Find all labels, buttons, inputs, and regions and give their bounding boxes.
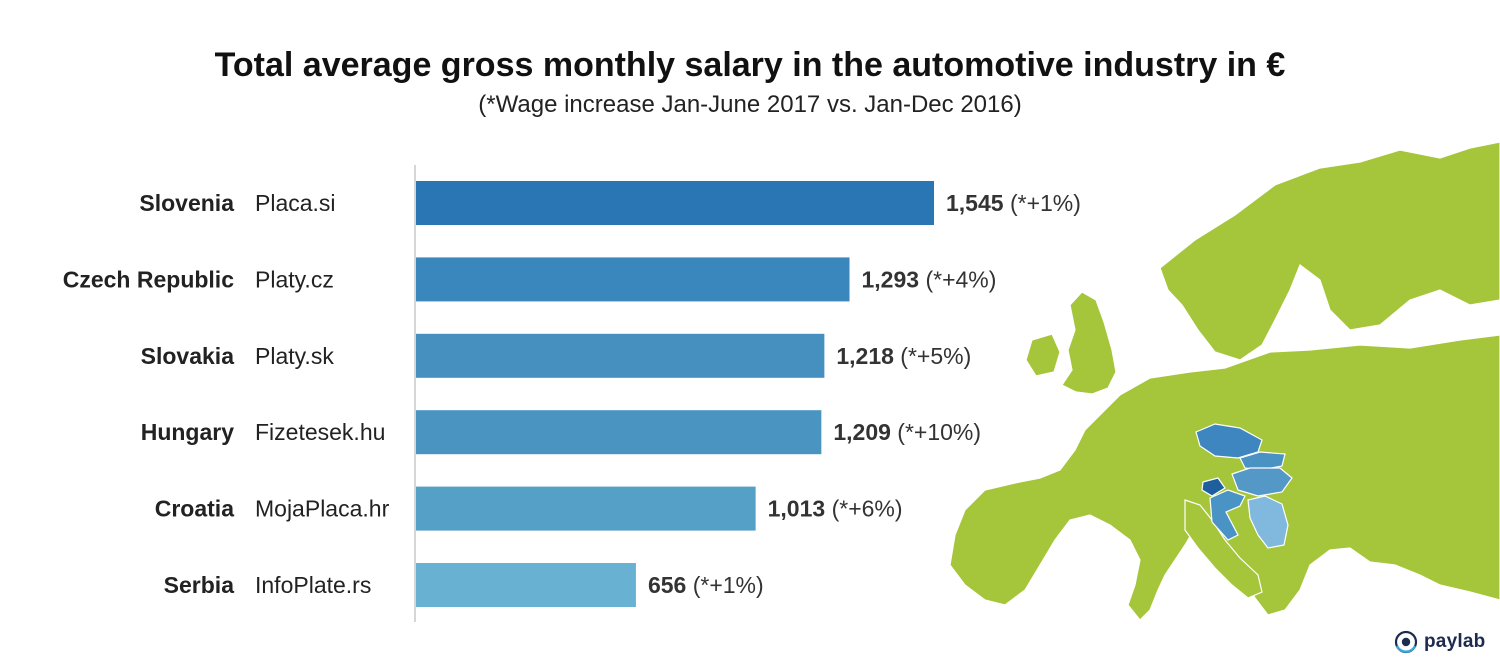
- source-label: MojaPlaca.hr: [255, 496, 390, 522]
- map-croatia: [1209, 489, 1246, 541]
- chart-subtitle: (*Wage increase Jan-June 2017 vs. Jan-De…: [478, 91, 1022, 118]
- map-highlight: [1195, 423, 1293, 549]
- map-scandinavia: [1159, 141, 1500, 361]
- value-label: 656 (*+1%): [648, 572, 764, 598]
- increase-label: (*+5%): [894, 343, 971, 369]
- country-label: Czech Republic: [63, 266, 234, 292]
- source-label: Platy.cz: [255, 266, 334, 292]
- source-label: Platy.sk: [255, 343, 334, 369]
- bar-hungary: [416, 410, 822, 455]
- country-label: Serbia: [164, 572, 235, 598]
- country-label: Slovakia: [141, 343, 235, 369]
- map-land: [949, 141, 1500, 621]
- value-label: 1,013 (*+6%): [768, 496, 903, 522]
- country-label: Hungary: [141, 419, 235, 445]
- source-label: Placa.si: [255, 190, 336, 216]
- value-number: 1,013: [768, 496, 826, 522]
- paylab-logo: paylab: [1394, 629, 1485, 655]
- value-label: 1,293 (*+4%): [862, 266, 997, 292]
- bar-slovenia: [416, 181, 934, 225]
- chart-title: Total average gross monthly salary in th…: [214, 46, 1286, 84]
- logo-text: paylab: [1424, 631, 1486, 652]
- bar-slovakia: [416, 333, 825, 378]
- bars-layer: [416, 181, 934, 607]
- map-ireland: [1025, 333, 1061, 377]
- value-label: 1,209 (*+10%): [833, 419, 981, 445]
- labels-layer: Slovenia Placa.si 1,545 (*+1%) Czech Republ…: [63, 190, 1081, 598]
- increase-label: (*+6%): [825, 496, 902, 522]
- bar-serbia: [416, 563, 636, 607]
- bar-czech-republic: [416, 257, 850, 302]
- value-number: 1,293: [862, 266, 920, 292]
- increase-label: (*+10%): [891, 419, 981, 445]
- value-number: 1,209: [833, 419, 891, 445]
- map-uk: [1061, 291, 1117, 395]
- map-hungary: [1231, 467, 1293, 497]
- increase-label: (*+1%): [1004, 190, 1081, 216]
- value-label: 1,218 (*+5%): [836, 343, 971, 369]
- map-continent: [949, 334, 1500, 621]
- country-label: Slovenia: [139, 190, 234, 216]
- increase-label: (*+4%): [919, 266, 996, 292]
- map-slovenia: [1201, 477, 1226, 497]
- map-serbia: [1247, 495, 1289, 549]
- source-label: InfoPlate.rs: [255, 572, 371, 598]
- value-label: 1,545 (*+1%): [946, 190, 1081, 216]
- source-label: Fizetesek.hu: [255, 419, 385, 445]
- increase-label: (*+1%): [686, 572, 763, 598]
- country-label: Croatia: [155, 496, 234, 522]
- value-number: 1,545: [946, 190, 1004, 216]
- bar-croatia: [416, 486, 756, 531]
- value-number: 656: [648, 572, 686, 598]
- eye-icon: [1394, 630, 1418, 654]
- value-number: 1,218: [836, 343, 894, 369]
- map-slovakia: [1239, 451, 1286, 471]
